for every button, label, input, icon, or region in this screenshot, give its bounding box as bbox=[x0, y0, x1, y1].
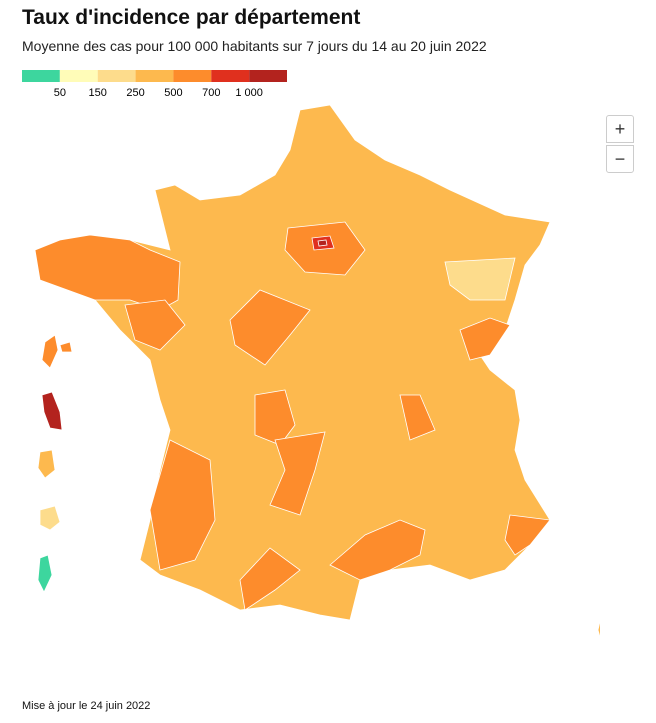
subtitle: Moyenne des cas pour 100 000 habitants s… bbox=[22, 38, 487, 54]
map bbox=[34, 104, 600, 639]
legend-swatch bbox=[135, 70, 174, 82]
department-region bbox=[34, 234, 181, 311]
legend-label: 1 000 bbox=[235, 87, 263, 99]
legend-label: 500 bbox=[164, 87, 182, 99]
department-region bbox=[459, 317, 511, 361]
legend-label: 700 bbox=[202, 87, 220, 99]
zoom-in-button[interactable]: + bbox=[606, 115, 634, 143]
footer: Mise à jour le 24 juin 2022 bbox=[22, 700, 151, 712]
department-region bbox=[399, 394, 436, 441]
department-region bbox=[149, 439, 216, 571]
france-mainland bbox=[34, 104, 551, 621]
legend-swatch bbox=[211, 70, 250, 82]
zoom-out-button[interactable]: − bbox=[606, 145, 634, 173]
overseas-guadeloupe bbox=[41, 334, 73, 369]
title: Taux d'incidence par département bbox=[22, 6, 361, 29]
legend-swatch bbox=[22, 70, 60, 82]
legend: 50 150 250 500 700 1 000 bbox=[22, 70, 287, 99]
department-paris bbox=[317, 239, 328, 247]
department-region bbox=[269, 431, 326, 516]
legend-swatch bbox=[97, 70, 136, 82]
department-region bbox=[124, 299, 186, 351]
overseas-martinique bbox=[41, 391, 63, 431]
department-region bbox=[254, 389, 296, 446]
legend-label: 50 bbox=[54, 87, 66, 99]
department-region bbox=[504, 514, 551, 556]
legend-label: 250 bbox=[126, 87, 144, 99]
overseas-guyane bbox=[37, 449, 56, 479]
legend-label: 150 bbox=[89, 87, 107, 99]
department-region bbox=[444, 257, 516, 301]
legend-swatch bbox=[249, 70, 287, 82]
legend-swatch bbox=[59, 70, 98, 82]
legend-swatch bbox=[173, 70, 212, 82]
overseas-reunion bbox=[39, 505, 61, 531]
department-region bbox=[229, 289, 311, 366]
department-region bbox=[329, 519, 426, 581]
corsica bbox=[597, 619, 600, 639]
department-region bbox=[239, 547, 301, 611]
overseas-mayotte bbox=[37, 554, 53, 593]
